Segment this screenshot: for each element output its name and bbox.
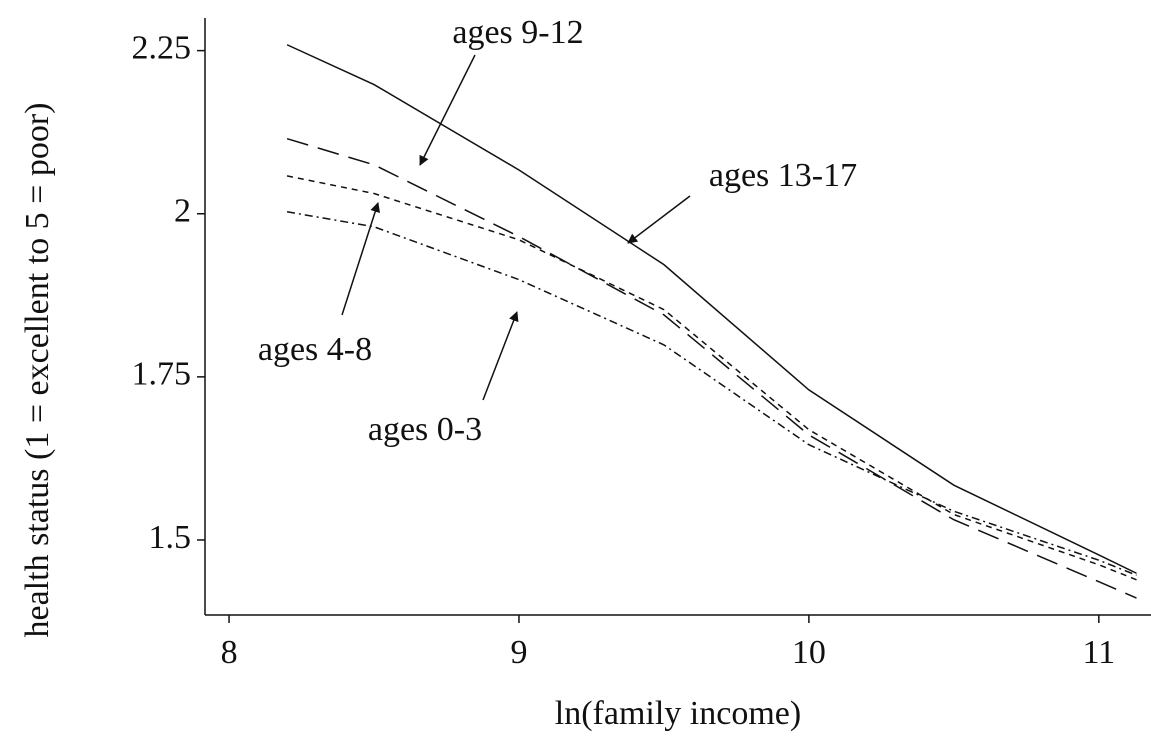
arrow [341,202,381,316]
annotation-arrows [341,54,691,401]
line [286,175,1137,581]
series-label: ages 0-3 [368,411,482,448]
x-tick-label: 10 [792,634,826,671]
y-tick-label: 2.25 [132,29,192,66]
x-axis-label: ln(family income) [555,695,801,732]
series-label: ages 4-8 [258,331,372,368]
x-tick-label: 9 [510,634,527,671]
y-tick-label: 1.5 [149,519,192,556]
line [286,137,1137,599]
series-label: ages 9-12 [452,14,583,51]
arrow [419,54,476,166]
series-label: ages 13-17 [709,157,857,194]
x-tick-label: 11 [1082,634,1115,671]
arrow [482,311,519,401]
line [286,211,1137,576]
y-tick-label: 1.75 [132,356,192,393]
line [286,44,1137,574]
y-axis-label: health status (1 = excellent to 5 = poor… [19,103,56,638]
x-tick-label: 8 [221,634,238,671]
arrow [627,195,691,244]
y-tick-label: 2 [174,193,191,230]
